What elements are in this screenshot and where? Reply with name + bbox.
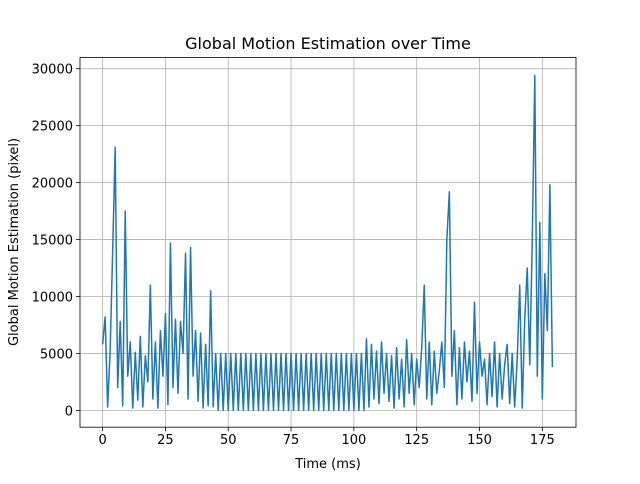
- y-tick-label: 30000: [32, 63, 73, 78]
- y-tick-label: 10000: [32, 291, 73, 306]
- chart-title: Global Motion Estimation over Time: [185, 34, 471, 53]
- ticks: 0 25 50 75 100 125 150 175 0 5000 10000 15000 20000 2…: [32, 63, 555, 448]
- y-tick-label: 25000: [32, 120, 73, 135]
- data-line: [101, 74, 554, 412]
- x-tick-label: 50: [220, 433, 237, 448]
- x-tick-label: 100: [341, 433, 366, 448]
- y-tick-label: 15000: [32, 234, 73, 249]
- x-tick-label: 25: [157, 433, 174, 448]
- y-tick-label: 0: [65, 404, 73, 419]
- grid: [80, 57, 576, 428]
- axes-frame: [79, 57, 577, 428]
- x-tick-label: 150: [467, 433, 492, 448]
- y-tick-label: 5000: [40, 347, 73, 362]
- y-axis-label: Global Motion Estimation (pixel): [7, 138, 22, 346]
- x-axis-label: Time (ms): [294, 457, 361, 472]
- x-tick-label: 75: [283, 433, 300, 448]
- plot-area: [101, 74, 554, 412]
- x-tick-label: 125: [404, 433, 429, 448]
- x-tick-label: 0: [98, 433, 106, 448]
- x-tick-label: 175: [530, 433, 555, 448]
- y-tick-label: 20000: [32, 177, 73, 192]
